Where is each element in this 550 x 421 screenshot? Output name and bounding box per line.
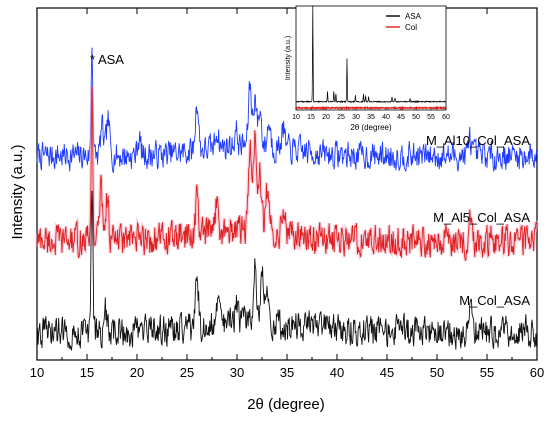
series-label: M_Al5_Col_ASA bbox=[433, 210, 530, 225]
inset-x-tick-label: 60 bbox=[442, 114, 450, 121]
inset-x-axis-label: 2θ (degree) bbox=[350, 123, 392, 132]
x-tick-label: 20 bbox=[130, 365, 144, 380]
inset-x-tick-label: 55 bbox=[427, 114, 435, 121]
inset-chart: 10 15 20 25 30 35 40 45 50 55 60 ASA Col 2θ (degree) I… bbox=[285, 5, 450, 132]
x-tick-label: 60 bbox=[530, 365, 544, 380]
x-tick-label: 25 bbox=[180, 365, 194, 380]
inset-x-tick-label: 35 bbox=[367, 114, 375, 121]
inset-series-line bbox=[295, 5, 447, 104]
main-plot-area: 10 15 20 25 30 35 40 45 50 55 60 bbox=[30, 7, 544, 380]
inset-x-tick-label: 40 bbox=[382, 114, 390, 121]
inset-y-axis-label: Intensity (a.u.) bbox=[285, 36, 292, 80]
inset-x-tick-label: 20 bbox=[322, 114, 330, 121]
series-line bbox=[36, 86, 538, 261]
x-tick-label: 10 bbox=[30, 365, 44, 380]
x-tick-label: 35 bbox=[280, 365, 294, 380]
series-label: M_Al10_Col_ASA bbox=[426, 133, 530, 148]
inset-series-line bbox=[295, 105, 447, 111]
main-series-labels: M_Al10_Col_ASA M_Al5_Col_ASA M_Col_ASA bbox=[426, 133, 530, 308]
series-line bbox=[36, 47, 538, 173]
x-tick-label: 40 bbox=[330, 365, 344, 380]
inset-x-tick-label: 10 bbox=[292, 114, 300, 121]
x-tick-label: 55 bbox=[480, 365, 494, 380]
asa-peak-annotation: * ASA bbox=[90, 52, 124, 67]
x-axis-label: 2θ (degree) bbox=[247, 396, 325, 413]
inset-x-tick-label: 15 bbox=[307, 114, 315, 121]
main-series-group bbox=[35, 47, 539, 351]
series-label: M_Col_ASA bbox=[459, 293, 530, 308]
inset-x-tick-label: 45 bbox=[397, 114, 405, 121]
x-tick-label: 30 bbox=[230, 365, 244, 380]
x-tick-label: 15 bbox=[80, 365, 94, 380]
x-tick-label: 45 bbox=[380, 365, 394, 380]
inset-legend-label: Col bbox=[405, 23, 417, 32]
series-line bbox=[36, 190, 538, 351]
inset-legend-label: ASA bbox=[405, 12, 422, 21]
inset-x-tick-label: 25 bbox=[337, 114, 345, 121]
inset-x-tick-label: 30 bbox=[352, 114, 360, 121]
inset-frame bbox=[295, 5, 447, 111]
y-axis-label: Intensity (a.u.) bbox=[9, 144, 26, 239]
x-tick-label: 50 bbox=[430, 365, 444, 380]
inset-x-tick-label: 50 bbox=[412, 114, 420, 121]
